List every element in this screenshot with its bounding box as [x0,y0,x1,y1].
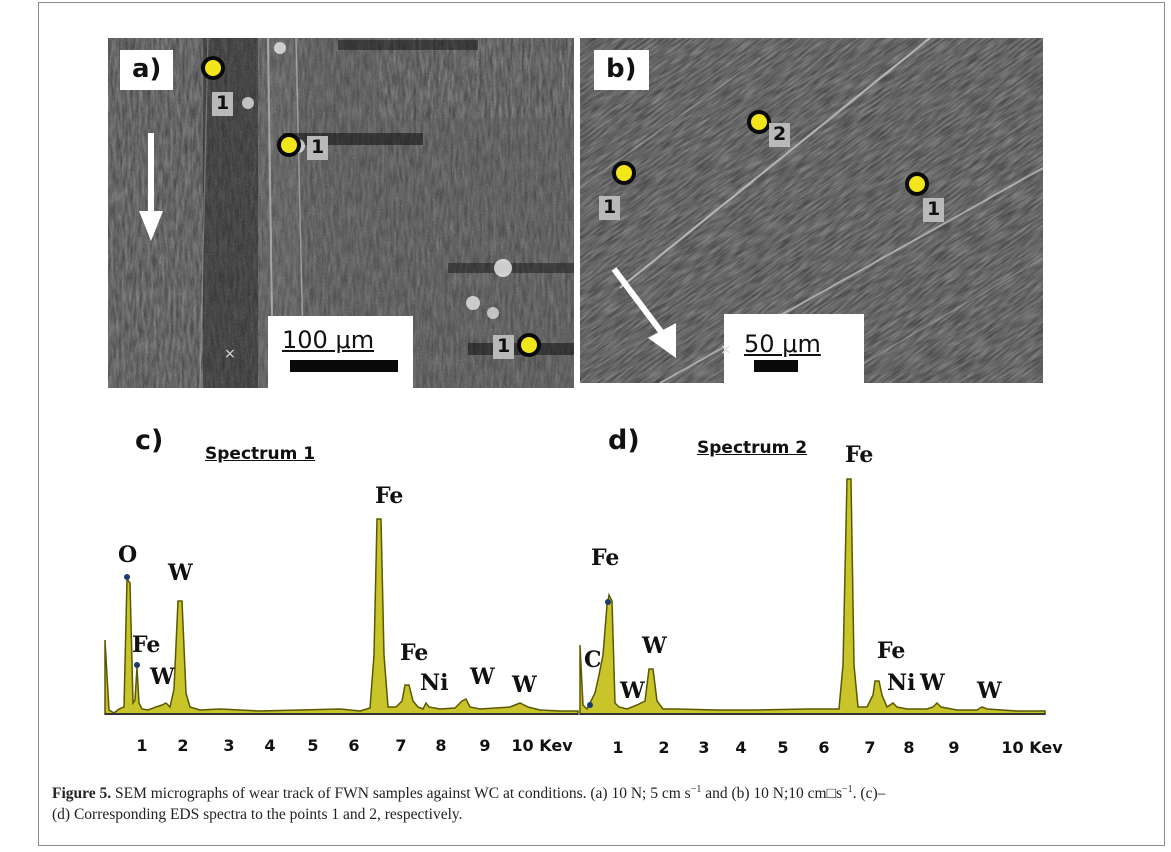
axis-tick-label: 2 [177,736,189,755]
axis-tick-label: 9 [479,736,491,755]
scale-bar-box: 100 μm [268,316,413,388]
figure-caption: Figure 5. SEM micrographs of wear track … [52,783,1142,826]
axis-tick-label: 9 [948,738,960,757]
panel-b-label: b) [594,50,649,90]
axis-tick-label: 8 [435,736,447,755]
peak-label-w: W [620,678,645,704]
peak-label-ni: Ni [420,670,449,696]
caption-text: SEM micrographs of wear track of FWN sam… [111,785,691,803]
sem-micrograph-a: a) 1 1 1 100 μm × [108,38,574,388]
caption-text: and (b) 10 N;10 cm [701,785,827,803]
peak-label-w: W [150,664,175,690]
point-label: 1 [493,335,515,359]
sem-texture-a [108,38,574,388]
peak-label-fe: Fe [591,545,620,571]
panel-d-label: d) [608,425,640,456]
x-mark: × [224,346,236,362]
x-mark: × [720,342,732,358]
caption-figure-label: Figure 5. [52,785,112,803]
caption-text: s [835,785,843,803]
scale-bar [754,360,798,372]
axis-tick-label: 3 [698,738,710,757]
peak-label-w: W [168,560,193,586]
spectrum-c-trace [104,518,579,715]
peak-label-ni: Ni [887,670,916,696]
peak-dot [124,574,130,580]
axis-tick-label: 4 [264,736,276,755]
axis-tick-label: 7 [864,738,876,757]
sliding-direction-arrow [139,133,163,241]
scale-bar [290,360,398,372]
caption-text: . (c)– [852,785,886,803]
spectrum-c-title: Spectrum 1 [205,444,316,464]
spectrum-d-trace [579,478,1046,715]
peak-label-w: W [977,678,1002,704]
peak-label-w: W [470,664,495,690]
point-label: 2 [769,123,791,147]
scale-bar-label: 50 μm [744,330,821,358]
point-label: 1 [923,198,945,222]
peak-label-w: W [642,633,667,659]
axis-tick-label: 4 [735,738,747,757]
scale-bar-label: 100 μm [282,326,375,354]
peak-label-fe: Fe [132,632,161,658]
point-label: 1 [212,92,234,116]
peak-dot [605,599,611,605]
axis-tick-label: 6 [348,736,360,755]
axis-tick-label: 8 [903,738,915,757]
spectrum-d-title: Spectrum 2 [697,438,808,458]
point-marker [612,161,636,185]
peak-label-fe: Fe [877,638,906,664]
caption-line-2: (d) Corresponding EDS spectra to the poi… [52,806,463,824]
point-marker [201,56,225,80]
scale-bar-box: 50 μm [724,314,864,383]
peak-dot [134,662,140,668]
peak-label-fe: Fe [375,483,404,509]
sem-micrograph-b: b) 2 1 1 50 μm × [580,38,1043,383]
caption-sup: −1 [842,784,853,795]
peak-label-w: W [920,670,945,696]
peak-label-w: W [512,672,537,698]
point-label: 1 [599,196,621,220]
axis-tick-label: 6 [818,738,830,757]
axis-tick-label: 10 Kev [511,736,573,755]
peak-label-fe: Fe [845,442,874,468]
point-marker [517,333,541,357]
eds-spectrum-d [579,478,1046,715]
point-marker [905,172,929,196]
axis-tick-label: 5 [307,736,319,755]
axis-tick-label: 7 [395,736,407,755]
peak-label-c: C [584,647,602,673]
axis-tick-label: 2 [658,738,670,757]
axis-tick-label: 5 [777,738,789,757]
axis-tick-label: 1 [136,736,148,755]
point-label: 1 [307,136,329,160]
peak-label-o: O [118,542,138,568]
caption-line-1: Figure 5. SEM micrographs of wear track … [52,783,1142,805]
caption-box-glyph: □ [826,785,836,803]
axis-tick-label: 3 [223,736,235,755]
panel-c-label: c) [135,425,164,456]
axis-tick-label: 10 Kev [1001,738,1063,757]
peak-dot [587,702,593,708]
eds-spectrum-c [104,518,579,715]
panel-a-label: a) [120,50,174,90]
point-marker [747,110,771,134]
caption-sup: −1 [690,784,702,795]
peak-label-fe: Fe [400,640,429,666]
axis-tick-label: 1 [612,738,624,757]
point-marker [277,133,301,157]
sliding-direction-arrow [611,267,676,358]
